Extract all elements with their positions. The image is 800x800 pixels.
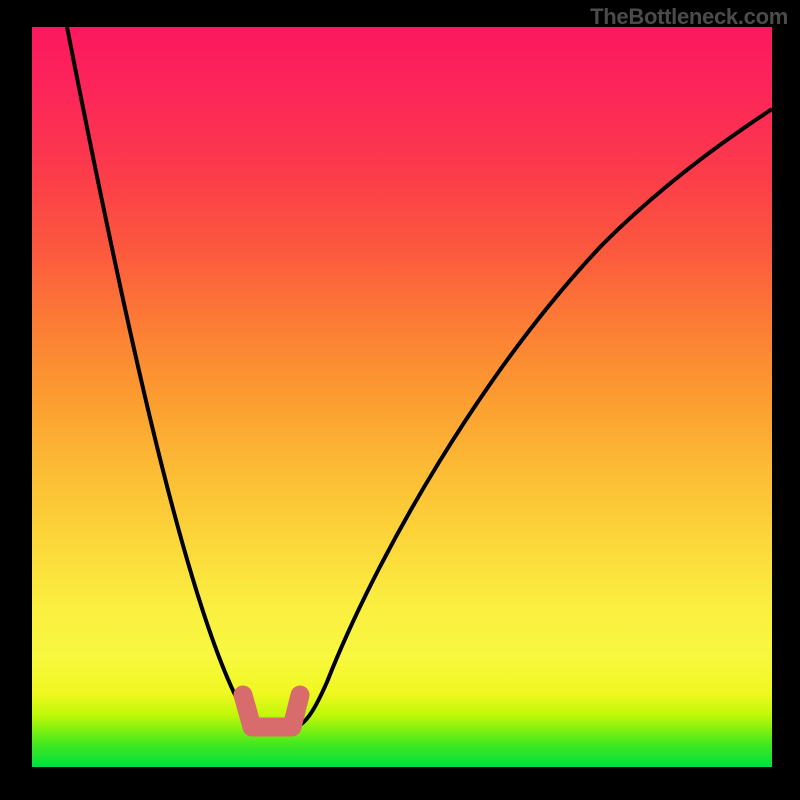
bottleneck-curve bbox=[67, 27, 772, 728]
sweet-spot-marker bbox=[243, 695, 300, 727]
chart-container: TheBottleneck.com bbox=[0, 0, 800, 800]
curve-overlay bbox=[32, 27, 772, 767]
